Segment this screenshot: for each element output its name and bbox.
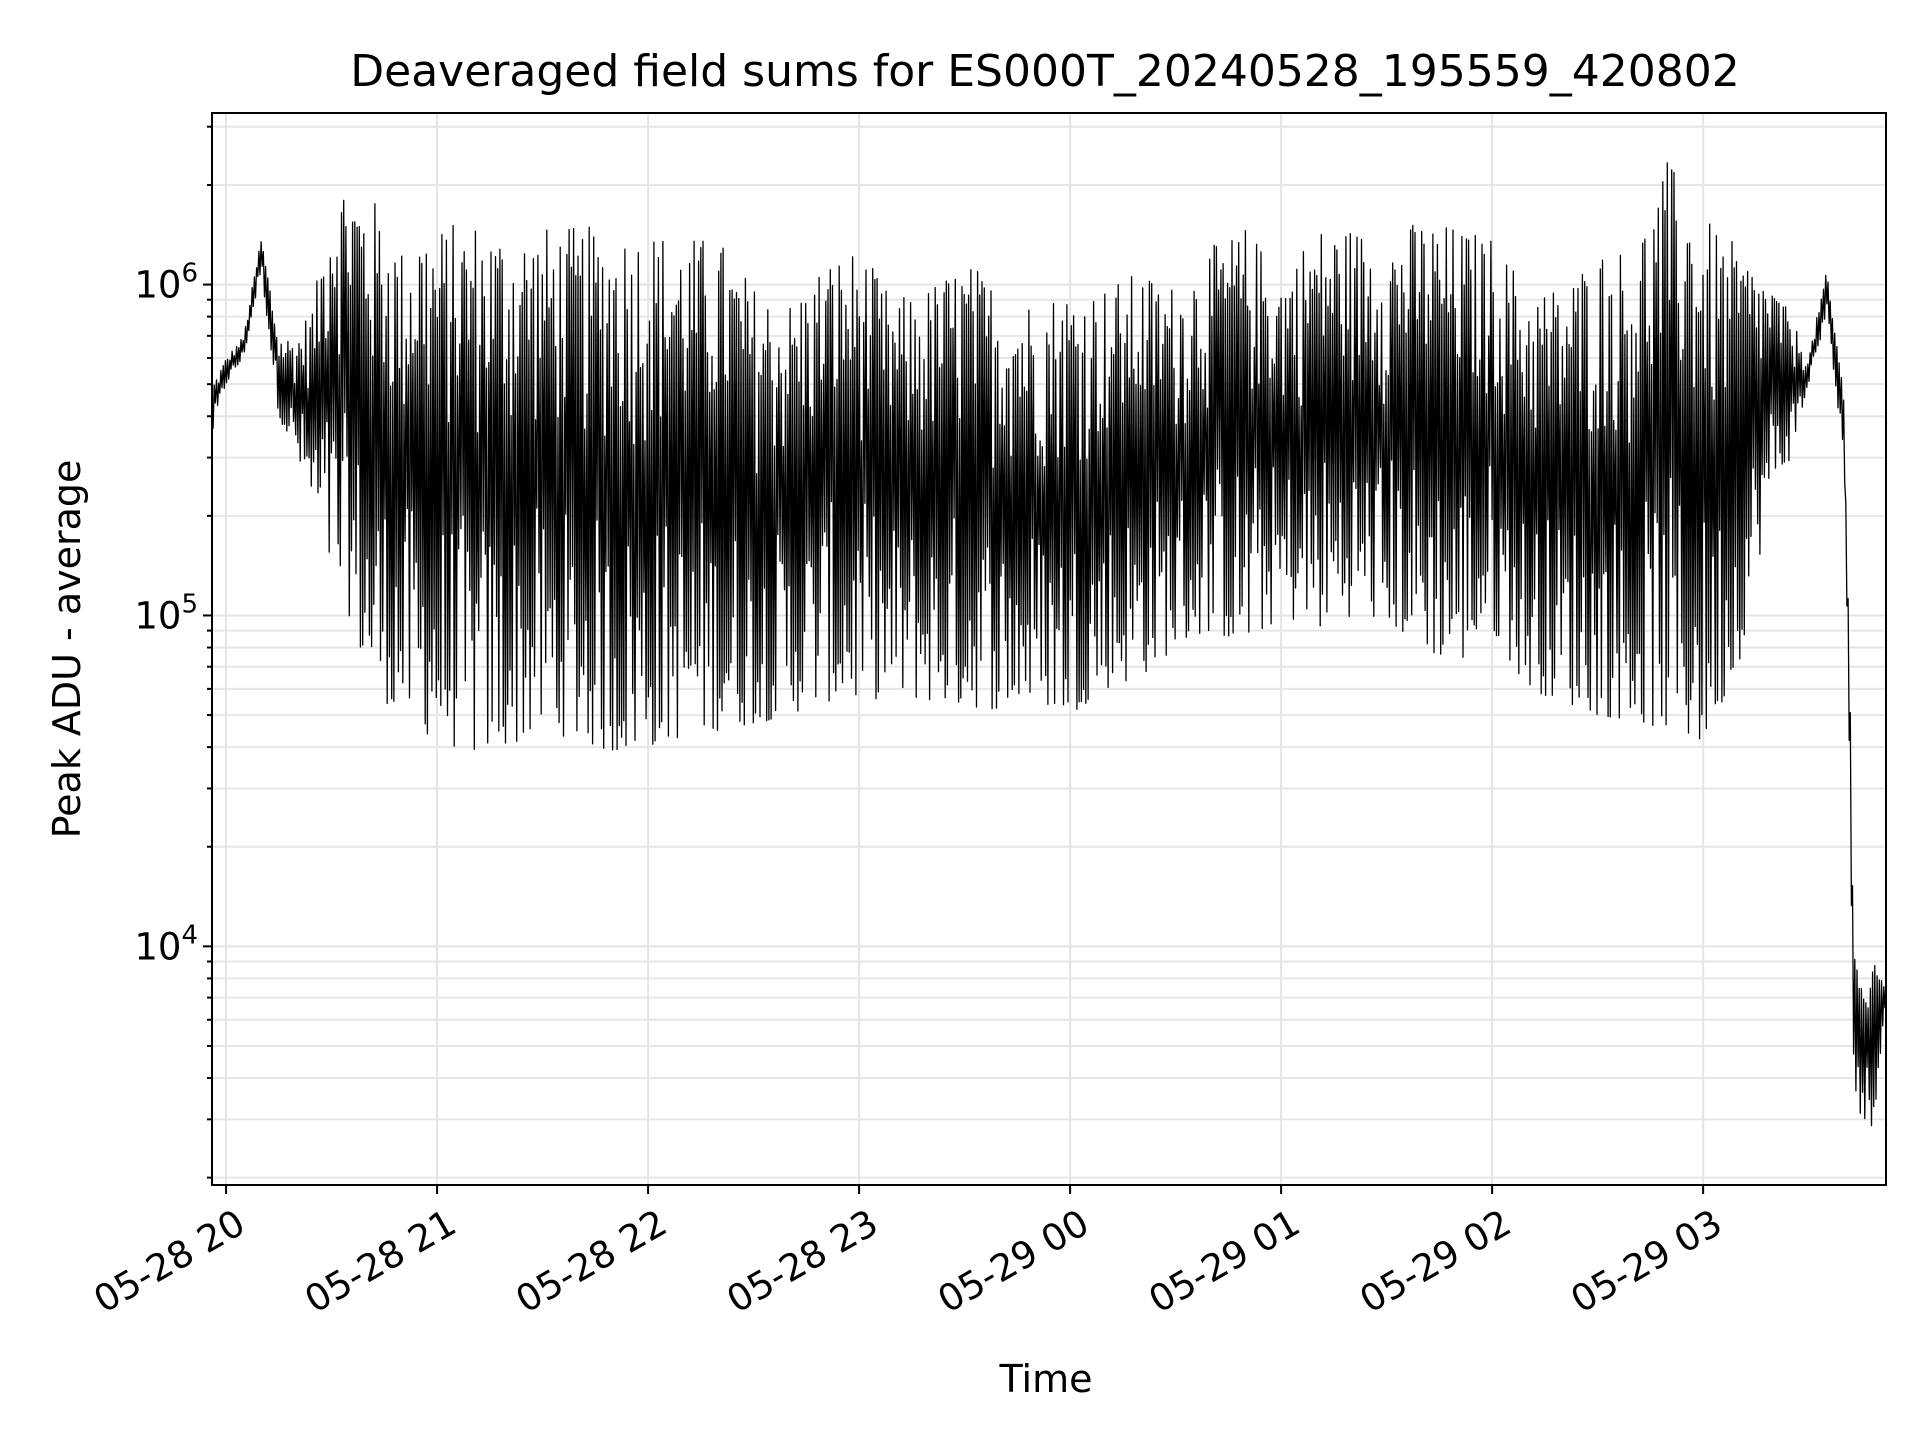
chart-title: Deaveraged field sums for ES000T_2024052… [350,46,1739,97]
y-axis-label: Peak ADU - average [45,460,89,839]
series-group [211,162,1887,1127]
x-axis-label: Time [999,1357,1093,1401]
series-line [211,162,1887,1127]
y-tick-label: 104 [134,920,198,968]
y-tick-label: 106 [134,259,198,307]
plot-frame [211,112,1887,1186]
y-tick-label: 105 [134,589,198,637]
